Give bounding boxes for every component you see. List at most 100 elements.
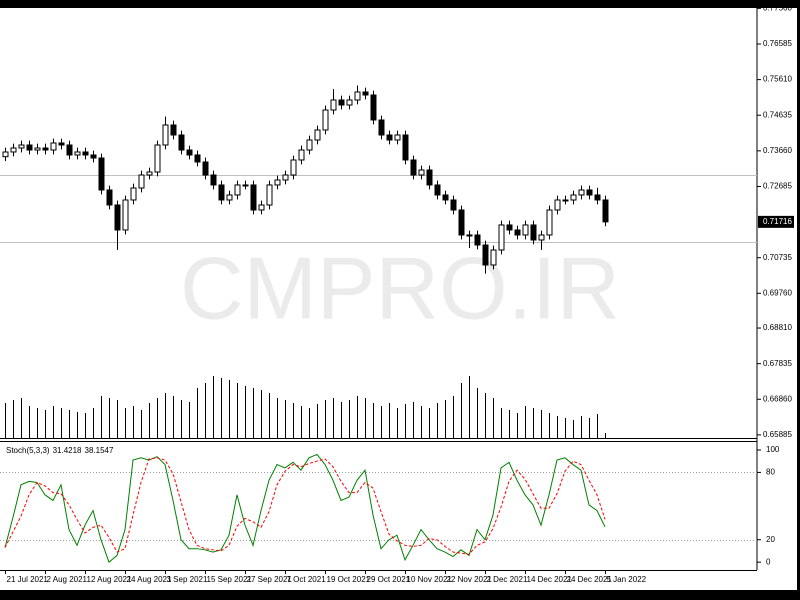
indicator-value: 38.1547: [85, 446, 114, 455]
y-tick-label: 0.72685: [763, 182, 792, 191]
candle-body: [202, 161, 209, 176]
x-tick-label: 12 Aug 2021: [87, 575, 132, 584]
candle-body: [122, 199, 129, 231]
candle-body: [242, 184, 249, 187]
y-tick-label: 100: [766, 445, 780, 454]
candle-body: [450, 199, 457, 211]
indicator-value: 31.4218: [53, 446, 82, 455]
candle-body: [530, 224, 537, 241]
candle-body: [74, 151, 81, 156]
x-tick-label: 14 Dec 2021: [527, 575, 573, 584]
x-tick-label: 15 Sep 2021: [207, 575, 253, 584]
candle-body: [274, 179, 281, 186]
candle-body: [90, 154, 97, 159]
candle-body: [354, 91, 361, 101]
x-tick-label: 5 Jan 2022: [607, 575, 647, 584]
candle-body: [346, 99, 353, 106]
y-tick-label: 0.70735: [763, 253, 792, 262]
candle-body: [138, 174, 145, 189]
candle-body: [522, 224, 529, 236]
candle-body: [298, 149, 305, 161]
candle-body: [466, 234, 473, 237]
y-tick-label: 0.76585: [763, 39, 792, 48]
x-tick-label: 27 Sep 2021: [247, 575, 293, 584]
price-panel: 0.77560 0.76585 0.75610 0.74635 0.73660 0.726…: [0, 3, 794, 439]
candle-body: [418, 169, 425, 176]
y-tick-label: 0.67835: [763, 359, 792, 368]
x-tick-label: 24 Dec 2021: [567, 575, 613, 584]
candle-body: [498, 224, 505, 251]
y-tick-label: 0.73660: [763, 146, 792, 155]
candle-body: [322, 109, 329, 131]
candle-body: [490, 249, 497, 266]
candle-body: [594, 194, 601, 201]
candle-body: [210, 174, 217, 186]
candle-body: [42, 147, 49, 151]
candle-body: [338, 99, 345, 106]
candle-body: [426, 169, 433, 186]
candle-body: [250, 184, 257, 211]
candle-body: [538, 234, 545, 241]
candle-body: [194, 154, 201, 163]
chart-background: [0, 8, 797, 590]
candle-body: [474, 234, 481, 246]
candle-body: [266, 184, 273, 206]
candle-body: [66, 144, 73, 156]
watermark: CMPRO.IR: [180, 238, 620, 337]
candle-body: [82, 151, 89, 156]
x-tick-label: 2 Aug 2021: [47, 575, 88, 584]
y-tick-label: 0.75610: [763, 75, 792, 84]
x-tick-label: 2 Dec 2021: [487, 575, 528, 584]
x-tick-label: 7 Oct 2021: [287, 575, 327, 584]
candle-body: [386, 134, 393, 141]
candle-body: [10, 147, 17, 153]
candle-body: [258, 204, 265, 211]
candle-body: [378, 119, 385, 136]
y-tick-label: 0.77560: [763, 3, 792, 12]
y-tick-label: 0.69760: [763, 288, 792, 297]
candle-body: [506, 224, 513, 231]
x-tick-label: 10 Nov 2021: [407, 575, 453, 584]
indicator-title: Stoch(5,3,3) 31.4218 38.1547: [6, 446, 114, 455]
candle-body: [218, 184, 225, 201]
current-price-label: 0.71716: [763, 217, 792, 226]
candle-body: [362, 91, 369, 96]
candle-body: [562, 199, 569, 202]
candle-body: [234, 184, 241, 196]
y-tick-label: 0.66860: [763, 394, 792, 403]
y-tick-label: 0: [766, 557, 771, 566]
candle-body: [370, 94, 377, 121]
candle-body: [410, 159, 417, 176]
indicator-line: [4, 457, 606, 555]
candle-body: [114, 204, 121, 231]
candle-body: [106, 189, 113, 206]
candle-body: [146, 171, 153, 176]
candle-body: [442, 194, 449, 201]
candle-body: [34, 147, 41, 151]
y-tick-label: 0.68810: [763, 323, 792, 332]
current-price-box: [758, 215, 794, 228]
x-tick-label: 24 Aug 2021: [127, 575, 172, 584]
candle-body: [290, 159, 297, 176]
y-tick-label: 0.65885: [763, 430, 792, 439]
candle-body: [186, 149, 193, 156]
candle-body: [482, 244, 489, 266]
candle-body: [330, 99, 337, 111]
y-tick-label: 0.74635: [763, 110, 792, 119]
candle-body: [58, 142, 65, 146]
candle-body: [602, 199, 609, 223]
candle-body: [586, 189, 593, 196]
candle-body: [18, 144, 25, 149]
candle-body: [546, 209, 553, 236]
candle-body: [578, 189, 585, 196]
candle-body: [514, 229, 521, 236]
candle-body: [98, 157, 105, 191]
candle-body: [458, 209, 465, 236]
candle-body: [162, 124, 169, 146]
stochastic-panel: 100 80 20 0 Stoch(5,3,3) 31.4218 38.1547: [0, 445, 780, 566]
x-tick-label: 3 Sep 2021: [167, 575, 208, 584]
candle-body: [170, 124, 177, 136]
indicator-name: Stoch(5,3,3): [6, 446, 50, 455]
